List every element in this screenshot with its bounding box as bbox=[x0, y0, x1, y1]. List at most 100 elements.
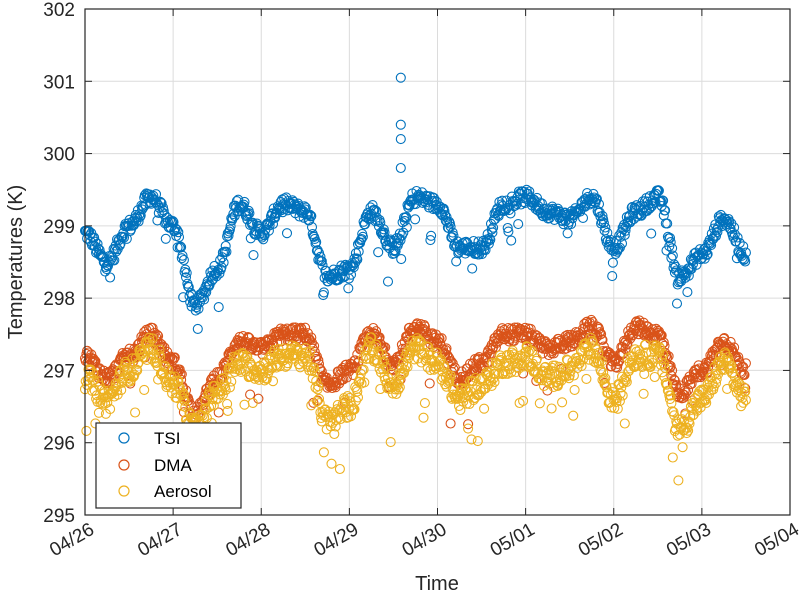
data-point-aerosol bbox=[534, 398, 545, 409]
data-point-dma bbox=[373, 333, 384, 344]
data-point-aerosol bbox=[155, 351, 166, 362]
data-point-tsi bbox=[589, 192, 600, 203]
data-point-tsi bbox=[664, 232, 676, 243]
data-point-aerosol bbox=[658, 358, 669, 369]
data-point-aerosol bbox=[401, 360, 412, 371]
data-point-aerosol bbox=[684, 418, 695, 429]
data-point-aerosol bbox=[330, 421, 341, 432]
data-point-aerosol bbox=[138, 352, 149, 363]
data-point-aerosol bbox=[179, 395, 190, 406]
data-point-tsi bbox=[111, 246, 122, 257]
data-point-aerosol bbox=[711, 374, 722, 385]
data-point-aerosol bbox=[722, 352, 733, 363]
data-point-tsi bbox=[267, 218, 279, 230]
data-point-aerosol bbox=[530, 367, 541, 378]
data-point-tsi bbox=[449, 238, 460, 249]
data-point-tsi bbox=[724, 216, 735, 227]
data-point-aerosol bbox=[331, 414, 342, 425]
data-point-tsi bbox=[355, 235, 366, 246]
data-point-aerosol bbox=[680, 410, 691, 421]
data-point-aerosol bbox=[247, 397, 258, 408]
data-point-aerosol bbox=[665, 390, 676, 401]
data-point-tsi bbox=[441, 211, 452, 223]
data-point-dma bbox=[298, 327, 309, 339]
data-point-tsi bbox=[619, 229, 630, 241]
data-point-aerosol bbox=[394, 375, 405, 386]
data-point-aerosol bbox=[303, 351, 314, 362]
data-point-tsi bbox=[653, 185, 664, 196]
data-point-aerosol bbox=[130, 407, 141, 418]
data-point-aerosol bbox=[160, 360, 171, 372]
data-point-dma bbox=[424, 378, 435, 389]
data-point-aerosol bbox=[207, 393, 218, 405]
legend-label-tsi: TSI bbox=[154, 429, 180, 448]
data-point-dma bbox=[710, 350, 722, 361]
data-point-tsi bbox=[160, 233, 171, 244]
data-point-aerosol bbox=[147, 333, 158, 344]
data-point-aerosol bbox=[546, 403, 557, 414]
data-point-aerosol bbox=[87, 375, 98, 387]
y-tick-label: 299 bbox=[43, 217, 75, 238]
data-point-aerosol bbox=[557, 397, 568, 408]
data-point-aerosol bbox=[173, 375, 184, 386]
data-point-tsi bbox=[483, 238, 494, 249]
data-point-tsi bbox=[670, 261, 681, 272]
data-point-aerosol bbox=[199, 403, 210, 414]
data-point-aerosol bbox=[655, 343, 666, 354]
data-point-aerosol bbox=[373, 349, 384, 360]
data-point-tsi bbox=[100, 266, 111, 277]
data-point-tsi bbox=[373, 247, 384, 258]
data-point-dma bbox=[597, 334, 608, 345]
data-point-aerosol bbox=[472, 436, 483, 447]
data-point-aerosol bbox=[139, 384, 150, 395]
y-tick-label: 295 bbox=[43, 506, 75, 527]
data-point-dma bbox=[622, 338, 633, 349]
data-point-aerosol bbox=[569, 384, 580, 395]
data-point-dma bbox=[321, 372, 332, 383]
data-point-dma bbox=[436, 333, 447, 344]
series-tsi bbox=[79, 72, 751, 334]
data-point-tsi bbox=[702, 249, 713, 260]
y-tick-label: 298 bbox=[43, 289, 75, 310]
legend-label-aerosol: Aerosol bbox=[154, 482, 212, 501]
data-point-aerosol bbox=[267, 376, 279, 387]
data-point-aerosol bbox=[716, 357, 727, 369]
data-point-aerosol bbox=[726, 368, 738, 379]
y-tick-label: 296 bbox=[43, 434, 75, 455]
data-point-aerosol bbox=[460, 384, 472, 395]
data-point-aerosol bbox=[352, 392, 364, 403]
data-point-aerosol bbox=[660, 362, 671, 373]
data-point-tsi bbox=[197, 292, 208, 303]
data-point-tsi bbox=[318, 287, 329, 298]
data-point-aerosol bbox=[727, 367, 738, 378]
data-point-aerosol bbox=[568, 410, 579, 421]
data-point-tsi bbox=[577, 212, 589, 223]
data-point-aerosol bbox=[738, 382, 749, 393]
data-point-tsi bbox=[524, 186, 535, 197]
data-point-dma bbox=[169, 352, 180, 363]
data-point-aerosol bbox=[309, 366, 320, 377]
data-point-dma bbox=[665, 361, 676, 372]
data-point-aerosol bbox=[531, 353, 543, 364]
data-point-aerosol bbox=[726, 360, 737, 371]
data-point-tsi bbox=[213, 302, 224, 313]
data-point-tsi bbox=[671, 298, 683, 309]
data-point-tsi bbox=[485, 234, 496, 245]
data-point-aerosol bbox=[206, 400, 217, 411]
data-point-aerosol bbox=[732, 376, 743, 388]
data-point-aerosol bbox=[333, 412, 344, 423]
data-point-aerosol bbox=[667, 452, 678, 463]
data-point-tsi bbox=[227, 213, 238, 224]
data-point-tsi bbox=[281, 228, 293, 239]
data-point-tsi bbox=[162, 216, 173, 227]
data-point-aerosol bbox=[516, 358, 527, 369]
data-point-aerosol bbox=[615, 388, 626, 399]
data-point-tsi bbox=[352, 254, 363, 265]
data-point-tsi bbox=[683, 270, 694, 281]
data-point-tsi bbox=[193, 303, 204, 314]
data-point-aerosol bbox=[392, 379, 403, 391]
data-point-aerosol bbox=[144, 336, 155, 347]
data-point-dma bbox=[89, 356, 100, 367]
data-point-tsi bbox=[181, 267, 192, 278]
data-point-aerosol bbox=[513, 363, 524, 374]
